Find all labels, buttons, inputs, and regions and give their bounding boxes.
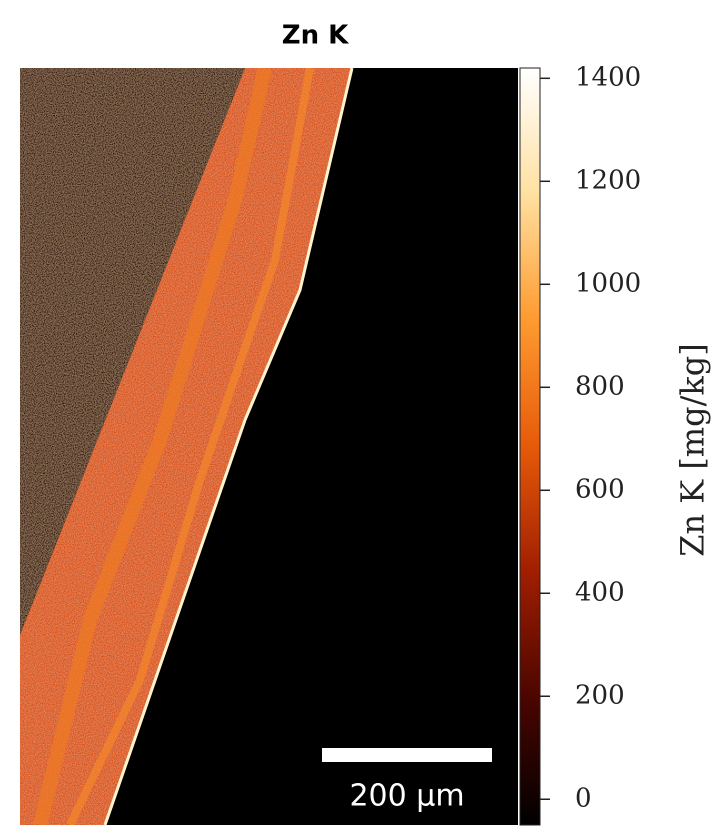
colorbar-tick-label: 1200 [575,165,641,195]
colorbar-tick-label: 400 [575,577,625,607]
colorbar-tick-label: 800 [575,371,625,401]
colorbar-tick-label: 600 [575,474,625,504]
heatmap-image [20,68,518,825]
scale-bar [322,748,492,762]
scale-bar-label: 200 μm [349,779,464,814]
colorbar-label: Zn K [mg/kg] [674,343,712,557]
colorbar [519,67,541,826]
colorbar-tick-label: 1000 [575,268,641,298]
colorbar-tick-label: 1400 [575,62,641,92]
chart-title: Zn K [282,21,349,51]
colorbar-tick-label: 200 [575,680,625,710]
colorbar-tick-label: 0 [575,783,592,813]
